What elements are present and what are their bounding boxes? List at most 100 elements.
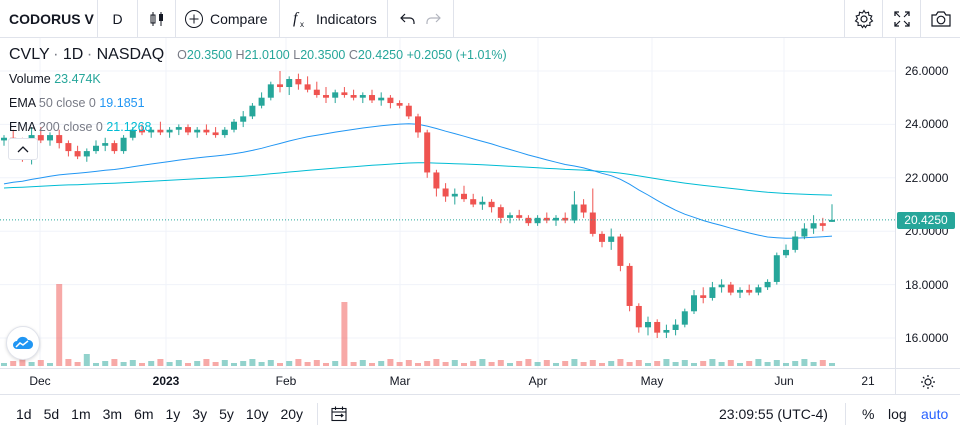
candle-body bbox=[562, 217, 569, 221]
function-icon: f x bbox=[293, 10, 304, 29]
legend-collapse-button[interactable] bbox=[8, 138, 38, 160]
settings-button[interactable] bbox=[844, 0, 882, 38]
candle-body bbox=[626, 265, 633, 306]
volume-bar bbox=[792, 361, 799, 366]
range-button-5d[interactable]: 5d bbox=[43, 406, 60, 422]
volume-bar bbox=[56, 284, 63, 366]
volume-bar bbox=[626, 362, 633, 366]
price-axis-label: 18.0000 bbox=[905, 277, 949, 292]
volume-bar bbox=[203, 359, 210, 366]
gear-icon bbox=[854, 9, 873, 29]
candle-body bbox=[608, 236, 615, 242]
fullscreen-button[interactable] bbox=[882, 0, 920, 38]
legend-open-value: 20.3500 bbox=[186, 48, 233, 62]
volume-bar bbox=[83, 354, 90, 366]
range-button-1m[interactable]: 1m bbox=[71, 406, 91, 422]
candle-body bbox=[580, 204, 587, 213]
volume-bar bbox=[470, 361, 477, 366]
legend-ema50[interactable]: EMA 50 close 0 19.1851 bbox=[9, 96, 145, 110]
time-axis[interactable]: Dec 2023 Feb Mar Apr May Jun 21 bbox=[0, 368, 960, 394]
volume-bar bbox=[37, 360, 44, 366]
volume-bar bbox=[681, 360, 688, 366]
volume-bar bbox=[783, 363, 789, 366]
volume-bar bbox=[231, 363, 237, 366]
log-toggle[interactable]: log bbox=[888, 406, 907, 422]
range-button-6m[interactable]: 6m bbox=[134, 406, 154, 422]
volume-bar bbox=[534, 362, 541, 366]
legend-volume[interactable]: Volume 23.474K bbox=[9, 72, 101, 86]
volume-bar bbox=[304, 362, 311, 366]
candle-body bbox=[387, 97, 394, 104]
range-button-5y[interactable]: 5y bbox=[219, 406, 234, 422]
legend-main: CVLY · 1D · NASDAQ O20.3500 H21.0100 L20… bbox=[9, 46, 507, 63]
candle-body bbox=[1, 137, 7, 141]
range-button-10y[interactable]: 10y bbox=[245, 406, 269, 422]
volume-bar bbox=[212, 362, 219, 366]
range-button-3y[interactable]: 3y bbox=[192, 406, 208, 422]
date-range-icon[interactable] bbox=[330, 405, 348, 423]
volume-bar bbox=[102, 361, 109, 366]
volume-bar bbox=[461, 363, 467, 366]
top-toolbar: CODORUS V D Compare f x Indicators bbox=[0, 0, 960, 38]
volume-bar bbox=[157, 359, 164, 366]
candle-body bbox=[700, 295, 707, 298]
legend-l-label: L bbox=[293, 48, 301, 62]
volume-bar bbox=[341, 302, 348, 366]
interval-button[interactable]: D bbox=[98, 0, 138, 38]
candle-body bbox=[194, 129, 201, 133]
svg-text:f: f bbox=[293, 10, 300, 27]
candle-body bbox=[801, 228, 808, 237]
percent-toggle[interactable]: % bbox=[862, 406, 875, 422]
candle-body bbox=[341, 92, 348, 96]
range-button-3m[interactable]: 3m bbox=[102, 406, 123, 422]
candle-body bbox=[175, 127, 182, 130]
legend-ema200[interactable]: EMA 200 close 0 21.1268 bbox=[9, 120, 152, 134]
candlestick-icon bbox=[150, 11, 163, 26]
clock-display[interactable]: 23:09:55 (UTC-4) bbox=[719, 406, 828, 422]
candle-body bbox=[755, 287, 762, 293]
volume-bar bbox=[267, 360, 274, 366]
candle-body bbox=[139, 129, 145, 133]
candle-body bbox=[543, 217, 550, 221]
legend-c-label: C bbox=[348, 48, 358, 62]
chart-type-button[interactable] bbox=[138, 0, 176, 38]
candle-body bbox=[378, 97, 385, 101]
screenshot-button[interactable] bbox=[920, 0, 960, 38]
candle-body bbox=[93, 145, 99, 152]
volume-bar bbox=[516, 361, 523, 366]
volume-bar bbox=[129, 360, 136, 366]
volume-bar bbox=[672, 362, 679, 366]
volume-bar bbox=[608, 361, 615, 366]
range-button-20y[interactable]: 20y bbox=[280, 406, 304, 422]
legend-h-label: H bbox=[235, 48, 245, 62]
candle-body bbox=[313, 89, 320, 96]
volume-bar bbox=[451, 360, 458, 366]
time-axis-settings-icon[interactable] bbox=[920, 374, 936, 390]
auto-toggle[interactable]: auto bbox=[921, 406, 949, 422]
volume-bar bbox=[111, 359, 118, 366]
range-button-1y[interactable]: 1y bbox=[165, 406, 181, 422]
tradingview-logo-button[interactable] bbox=[6, 326, 40, 360]
symbol-search-button[interactable]: CODORUS V bbox=[0, 0, 98, 38]
volume-bar bbox=[700, 361, 707, 366]
volume-bar bbox=[332, 361, 339, 366]
undo-icon[interactable] bbox=[400, 12, 416, 26]
candle-body bbox=[286, 79, 293, 88]
candle-body bbox=[249, 105, 256, 117]
volume-bar bbox=[589, 360, 596, 366]
range-button-1d[interactable]: 1d bbox=[16, 406, 32, 422]
price-axis-label: 26.0000 bbox=[905, 64, 949, 78]
volume-bar bbox=[323, 363, 329, 366]
volume-bar bbox=[488, 362, 495, 366]
candle-body bbox=[37, 135, 44, 141]
volume-bar bbox=[277, 363, 283, 366]
price-chart[interactable] bbox=[0, 38, 960, 368]
indicators-button[interactable]: f x Indicators bbox=[280, 0, 388, 38]
candle-body bbox=[332, 92, 339, 98]
redo-icon[interactable] bbox=[425, 12, 441, 26]
compare-button[interactable]: Compare bbox=[176, 0, 280, 38]
volume-bar bbox=[810, 362, 817, 366]
volume-bar bbox=[727, 360, 734, 366]
candle-body bbox=[83, 151, 90, 157]
volume-bar bbox=[350, 362, 357, 366]
